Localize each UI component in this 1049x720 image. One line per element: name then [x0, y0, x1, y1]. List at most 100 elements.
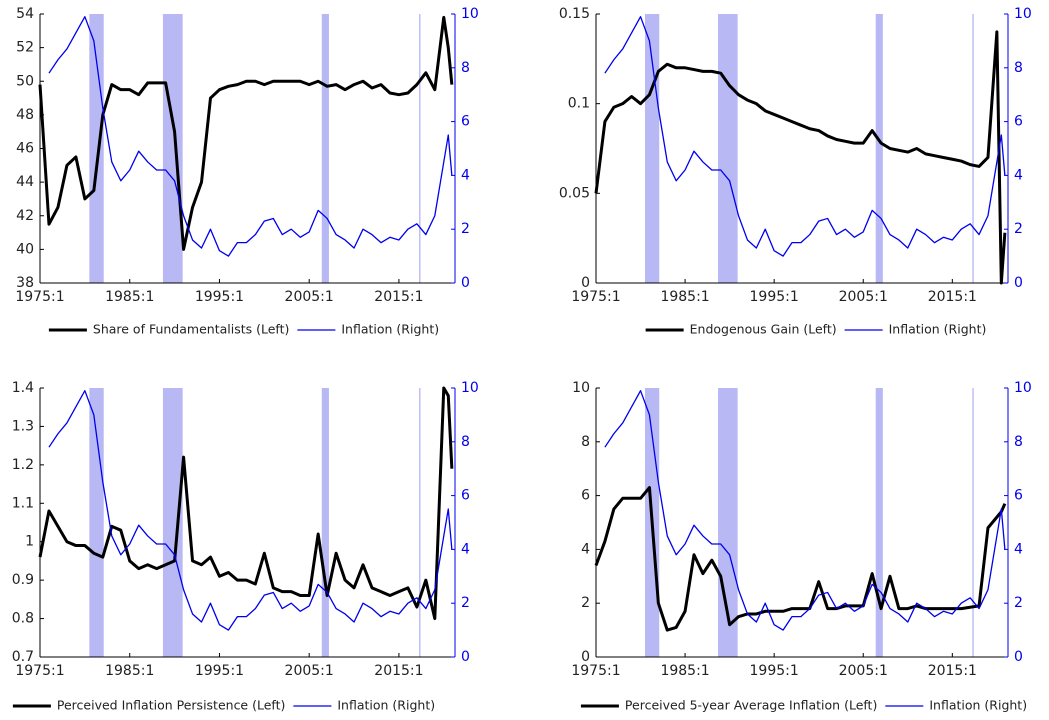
y-tick-label: 0 [581, 649, 590, 665]
recession-band [419, 388, 421, 657]
series-line [38, 15, 454, 251]
y-tick-label: 44 [16, 174, 34, 190]
y-tick-label: 46 [16, 141, 34, 157]
x-tick-label: 1995:1 [195, 289, 244, 305]
x-tick-label: 2015:1 [928, 663, 977, 679]
y2-tick-label: 4 [461, 167, 470, 183]
series-line [604, 16, 1006, 257]
recession-band [718, 14, 738, 283]
y-tick-label: 0.1 [568, 96, 590, 112]
series-line [604, 390, 1006, 631]
y-tick-label: 1.1 [12, 495, 34, 511]
y-tick-label: 10 [572, 380, 590, 396]
y2-tick-label: 8 [1014, 434, 1023, 450]
y-tick-label: 40 [16, 241, 34, 257]
x-tick-label: 1975:1 [15, 289, 64, 305]
legend-label: Perceived 5-year Average Inflation (Left… [625, 698, 877, 713]
panel: 1975:1 1985:1 1995:1 2005:1 2015:13840424446… [15, 6, 478, 337]
y-tick-label: 54 [16, 6, 34, 22]
legend-label: Share of Fundamentalists (Left) [93, 322, 289, 337]
x-tick-label: 1985:1 [660, 663, 709, 679]
x-tick-label: 1995:1 [195, 663, 244, 679]
recession-band [875, 14, 883, 283]
legend: Share of Fundamentalists (Left) Inflation… [48, 322, 439, 337]
y2-tick-label: 2 [461, 595, 470, 611]
x-tick-label: 1975:1 [15, 663, 64, 679]
x-tick-label: 2005:1 [285, 289, 334, 305]
y2-tick-label: 6 [461, 488, 470, 504]
y-tick-label: 6 [581, 488, 590, 504]
y2-tick-label: 8 [461, 434, 470, 450]
x-tick-label: 2015:1 [374, 663, 423, 679]
y-tick-label: 0.15 [559, 6, 590, 22]
series-line [48, 16, 453, 257]
recession-band [972, 388, 974, 657]
y2-tick-label: 2 [1014, 595, 1023, 611]
y-tick-label: 0.9 [12, 572, 34, 588]
series-line [38, 386, 454, 621]
recession-band [321, 388, 329, 657]
legend: Perceived Inflation Persistence (Left) In… [12, 698, 435, 713]
legend-label: Endogenous Gain (Left) [690, 322, 837, 337]
y2-tick-label: 6 [1014, 488, 1023, 504]
panel: 1975:1 1985:1 1995:1 2005:1 2015:1 0.7 0.8 0.9 1… [12, 380, 479, 713]
recession-band [972, 14, 974, 283]
legend-label: Inflation (Right) [929, 698, 1027, 713]
recession-band [875, 388, 883, 657]
y2-tick-label: 2 [461, 221, 470, 237]
y-tick-label: 1.3 [12, 418, 34, 434]
y2-tick-label: 0 [1014, 649, 1023, 665]
y-tick-label: 1 [25, 534, 34, 550]
y-tick-label: 2 [581, 595, 590, 611]
y2-tick-label: 10 [461, 6, 479, 22]
x-tick-label: 1975:1 [571, 663, 620, 679]
y2-tick-label: 4 [461, 541, 470, 557]
recession-band [162, 388, 183, 657]
y2-tick-label: 2 [1014, 221, 1023, 237]
y2-tick-label: 8 [461, 60, 470, 76]
y-tick-label: 1.4 [12, 380, 34, 396]
y-tick-label: 52 [16, 40, 34, 56]
y2-tick-label: 10 [1014, 6, 1032, 22]
y-tick-label: 4 [581, 541, 590, 557]
y-tick-label: 48 [16, 107, 34, 123]
x-tick-label: 1995:1 [750, 663, 799, 679]
x-tick-label: 2005:1 [285, 663, 334, 679]
series-line [48, 390, 453, 631]
y2-tick-label: 0 [461, 649, 470, 665]
y-tick-label: 42 [16, 208, 34, 224]
x-tick-label: 1985:1 [660, 289, 709, 305]
y-tick-label: 1.2 [12, 457, 34, 473]
x-tick-label: 1975:1 [571, 289, 620, 305]
y-tick-label: 50 [16, 73, 34, 89]
x-tick-label: 1985:1 [105, 289, 154, 305]
recession-band [89, 388, 104, 657]
y-tick-label: 0.7 [12, 649, 34, 665]
x-tick-label: 2005:1 [839, 289, 888, 305]
series-line [594, 30, 1007, 285]
y2-tick-label: 4 [1014, 167, 1023, 183]
x-tick-label: 2005:1 [839, 663, 888, 679]
recession-band [89, 14, 104, 283]
recession-band [162, 14, 183, 283]
y2-tick-label: 6 [461, 114, 470, 130]
y2-tick-label: 0 [461, 275, 470, 291]
series-line [594, 486, 1007, 632]
legend-label: Perceived Inflation Persistence (Left) [57, 698, 285, 713]
panel: 1975:1 1985:1 1995:1 2005:1 2015:1 0 0.05 0.1 0.… [559, 6, 1032, 337]
y-tick-label: 0.8 [12, 611, 34, 627]
x-tick-label: 2015:1 [374, 289, 423, 305]
y-tick-label: 8 [581, 434, 590, 450]
legend-label: Inflation (Right) [889, 322, 987, 337]
legend: Endogenous Gain (Left) Inflation (Right) [645, 322, 987, 337]
recession-band [419, 14, 421, 283]
y2-tick-label: 6 [1014, 114, 1023, 130]
legend: Perceived 5-year Average Inflation (Left… [580, 698, 1027, 713]
y-tick-label: 0.05 [559, 185, 590, 201]
y2-tick-label: 8 [1014, 60, 1023, 76]
x-tick-label: 1995:1 [750, 289, 799, 305]
x-tick-label: 2015:1 [928, 289, 977, 305]
recession-band [644, 14, 660, 283]
legend-label: Inflation (Right) [337, 698, 435, 713]
